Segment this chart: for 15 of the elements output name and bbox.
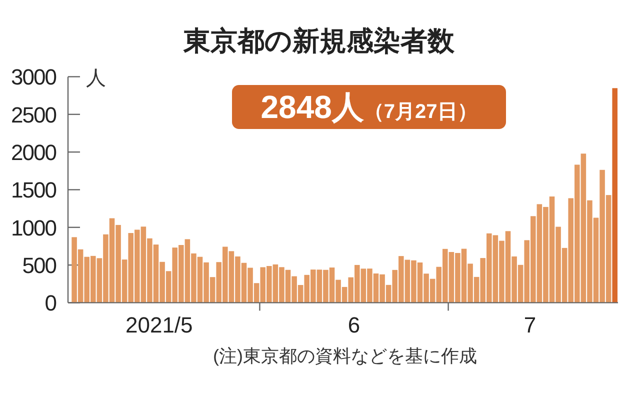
y-tick-label: 0 — [44, 290, 57, 316]
x-tick-label: 6 — [348, 312, 360, 338]
chart-title: 東京都の新規感染者数 — [182, 26, 456, 56]
annotation: 2848人（7月27日） — [260, 89, 478, 125]
y-tick-label: 2000 — [11, 140, 57, 166]
y-tick-label: 2500 — [11, 102, 57, 128]
y-tick-label: 1000 — [11, 215, 57, 240]
y-tick-label: 3000 — [11, 64, 57, 90]
text: (注)東京都の資料などを基に作成 — [213, 346, 477, 366]
bar — [612, 88, 618, 303]
y-tick-label: 1500 — [11, 178, 57, 203]
y-axis-title: 人 — [86, 68, 106, 90]
y-tick-label: 500 — [22, 253, 57, 278]
x-tick-label: 2021/5 — [125, 312, 193, 338]
x-tick-label: 7 — [524, 312, 536, 338]
